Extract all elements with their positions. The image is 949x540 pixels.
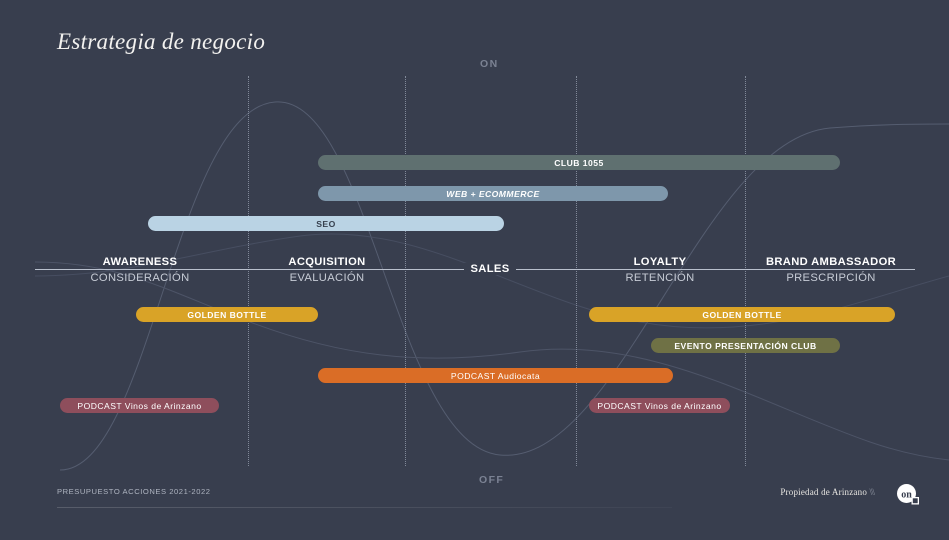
bar-on-2[interactable]: WEB + ECOMMERCE <box>318 186 668 201</box>
arinzano-circle-logo: on <box>897 484 919 505</box>
stage-awareness[interactable]: AWARENESS CONSIDERACIÓN <box>25 256 255 284</box>
bar-on-3[interactable]: SEO <box>148 216 504 231</box>
stage-label-en: BRAND AMBASSADOR <box>765 256 897 268</box>
ownership-mark: \\\ <box>869 487 874 497</box>
ownership-note: Propiedad de Arinzano \\\ <box>780 487 875 497</box>
stage-label-en: ACQUISITION <box>288 256 366 268</box>
bar-off-4[interactable]: PODCAST Audiocata <box>318 368 673 383</box>
stage-label-es: RETENCIÓN <box>625 272 695 284</box>
column-divider-2 <box>405 76 407 466</box>
stage-label-es: PRESCRIPCIÓN <box>786 272 876 284</box>
bar-off-3[interactable]: EVENTO PRESENTACIÓN CLUB <box>651 338 840 353</box>
stage-label-es: CONSIDERACIÓN <box>90 272 190 284</box>
column-divider-1 <box>248 76 250 466</box>
stage-acquisition[interactable]: ACQUISITION EVALUACIÓN <box>212 256 442 284</box>
stage-loyalty[interactable]: LOYALTY RETENCIÓN <box>545 256 775 284</box>
page-title: Estrategia de negocio <box>57 29 266 54</box>
stage-brand-ambassador[interactable]: BRAND AMBASSADOR PRESCRIPCIÓN <box>716 256 946 284</box>
bar-off-2[interactable]: GOLDEN BOTTLE <box>589 307 895 322</box>
bar-off-1[interactable]: GOLDEN BOTTLE <box>136 307 318 322</box>
column-divider-4 <box>745 76 747 466</box>
column-divider-3 <box>576 76 578 466</box>
stage-label-en: AWARENESS <box>102 256 178 268</box>
stage-label-en: LOYALTY <box>633 256 687 268</box>
stage-label-es: EVALUACIÓN <box>289 272 365 284</box>
svg-text:on: on <box>901 489 912 500</box>
bar-off-6[interactable]: PODCAST Vinos de Arinzano <box>589 398 730 413</box>
ownership-text: Propiedad de Arinzano <box>780 487 868 497</box>
budget-note: PRESUPUESTO ACCIONES 2021-2022 <box>57 487 211 496</box>
stage-sales[interactable]: SALES <box>375 259 605 277</box>
bar-on-1[interactable]: CLUB 1055 <box>318 155 840 170</box>
axis-label-off: OFF <box>479 474 505 486</box>
stage-label-en: SALES <box>464 263 516 275</box>
bar-off-5[interactable]: PODCAST Vinos de Arinzano <box>60 398 219 413</box>
footer-divider <box>57 507 672 508</box>
axis-label-on: ON <box>480 58 499 70</box>
